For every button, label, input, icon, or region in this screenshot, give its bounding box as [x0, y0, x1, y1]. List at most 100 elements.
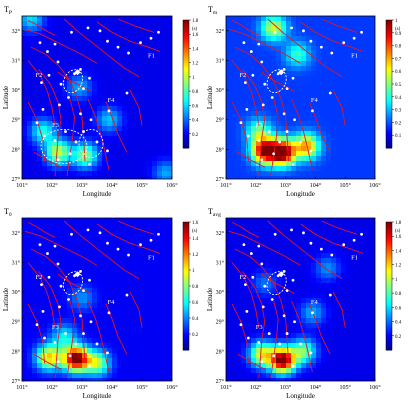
station-marker: [47, 73, 51, 77]
colorbar-segment: [183, 107, 189, 111]
colorbar-segment: [183, 222, 189, 225]
colorbar-tick-label: 0.1: [395, 134, 402, 139]
colorbar-segment: [386, 30, 392, 34]
colorbar-segment: [386, 260, 392, 264]
colorbar-segment: [386, 328, 392, 332]
y-axis-label: Latitude: [2, 86, 10, 109]
fault-trace: [321, 220, 358, 235]
fault-label: F1: [148, 254, 155, 261]
colorbar-segment: [386, 64, 392, 68]
map-panel-1: F1 F2 F3 F4 101° 102° 103° 104° 105° 106° 27° 28° 29…: [2, 5, 199, 198]
colorbar-tick-label: 1.2: [395, 264, 402, 269]
map-panel-3: F1 F2 F3 F4 101° 102° 103° 104° 105° 106° 27° 28° 29…: [2, 207, 199, 400]
colorbar-segment: [183, 266, 189, 270]
x-tick-label: 103°: [280, 384, 292, 391]
station-marker: [116, 45, 120, 49]
fault-trace: [96, 21, 161, 53]
colorbar-segment: [183, 236, 189, 240]
colorbar-segment: [183, 88, 189, 91]
station-marker: [257, 42, 261, 46]
stations: [239, 26, 363, 166]
x-tick-label: 103°: [76, 384, 88, 391]
colorbar-tick-label: 1.8: [395, 221, 402, 226]
stations: [35, 228, 160, 368]
station-marker: [95, 140, 99, 144]
station-marker: [157, 232, 160, 236]
colorbar-segment: [183, 243, 189, 246]
station-marker: [299, 342, 302, 346]
colorbar-segment: [386, 298, 392, 302]
colorbar-unit: (s): [192, 229, 198, 234]
colorbar-segment: [183, 309, 189, 313]
colorbar-segment: [183, 139, 189, 143]
colorbar-segment: [183, 113, 189, 117]
station-marker: [278, 342, 282, 346]
station-marker: [302, 231, 305, 235]
colorbar-segment: [183, 28, 189, 32]
colorbar-tick-label: 0.2: [192, 333, 199, 338]
station-marker: [239, 323, 243, 327]
fault-trace: [87, 300, 110, 373]
colorbar-segment: [386, 90, 392, 94]
colorbar-segment: [183, 290, 189, 293]
fault-label: F4: [108, 299, 116, 306]
colorbar-segment: [386, 120, 392, 123]
fault-trace: [308, 303, 331, 355]
fault-trace: [24, 28, 98, 64]
fault-trace: [234, 46, 290, 162]
colorbar-segment: [386, 124, 392, 128]
station-marker: [35, 121, 39, 125]
fault-trace: [332, 89, 346, 126]
colorbar-tick-label: 0.2: [395, 121, 402, 126]
colorbar-tick-label: 1: [192, 269, 195, 274]
epicenter-marker: [74, 69, 81, 76]
fault-label: F4: [311, 299, 319, 306]
station-marker: [273, 30, 277, 34]
colorbar-segment: [183, 37, 189, 40]
colorbar-segment: [386, 111, 392, 115]
fault-trace: [242, 69, 266, 177]
fault-trace: [27, 221, 56, 238]
station-marker: [328, 91, 332, 95]
station-marker: [251, 275, 255, 279]
colorbar-segment: [386, 226, 392, 229]
station-marker: [79, 269, 82, 273]
station-marker: [53, 139, 57, 142]
station-marker: [249, 252, 253, 255]
fault-trace: [231, 19, 260, 36]
colorbar-segment: [183, 130, 189, 134]
y-tick-label: 32°: [216, 28, 225, 35]
colorbar-segment: [386, 251, 392, 255]
colorbar-segment: [386, 332, 392, 336]
epicenter-marker: [278, 69, 285, 76]
colorbar-segment: [386, 307, 392, 310]
station-marker: [89, 320, 93, 324]
map-panel-2: F1 F2 F3 F4 101° 102° 103° 104° 105° 106° 27° 28° 29…: [206, 5, 402, 198]
station-marker: [260, 360, 264, 364]
colorbar-segment: [183, 345, 189, 349]
colorbar-tick-label: 0.8: [395, 292, 402, 297]
station-marker: [290, 228, 293, 232]
colorbar-segment: [386, 58, 392, 62]
colorbar-segment: [386, 98, 392, 102]
station-marker: [116, 247, 120, 251]
station-marker: [272, 354, 276, 358]
fault-trace: [231, 221, 260, 238]
colorbar-segment: [386, 128, 392, 132]
colorbar-segment: [183, 307, 189, 310]
panel-title-subscript: avg: [213, 212, 221, 218]
colorbar-tick-label: 0.8: [192, 90, 199, 95]
fault-trace: [267, 220, 343, 280]
colorbar-segment: [183, 260, 189, 264]
colorbar-tick-label: 0.4: [395, 321, 402, 326]
x-tick-label: 101°: [16, 182, 28, 189]
colorbar-segment: [183, 324, 189, 328]
x-tick-label: 106°: [166, 182, 178, 189]
station-marker: [95, 342, 99, 346]
colorbar: 1 0.9 0.8 0.7 0.6 0.5 0.4 0.3 0.2 0.1 (s): [385, 19, 402, 149]
y-axis-label: Latitude: [2, 288, 10, 311]
station-marker: [46, 50, 49, 53]
station-marker: [293, 320, 296, 324]
station-marker: [41, 309, 45, 313]
